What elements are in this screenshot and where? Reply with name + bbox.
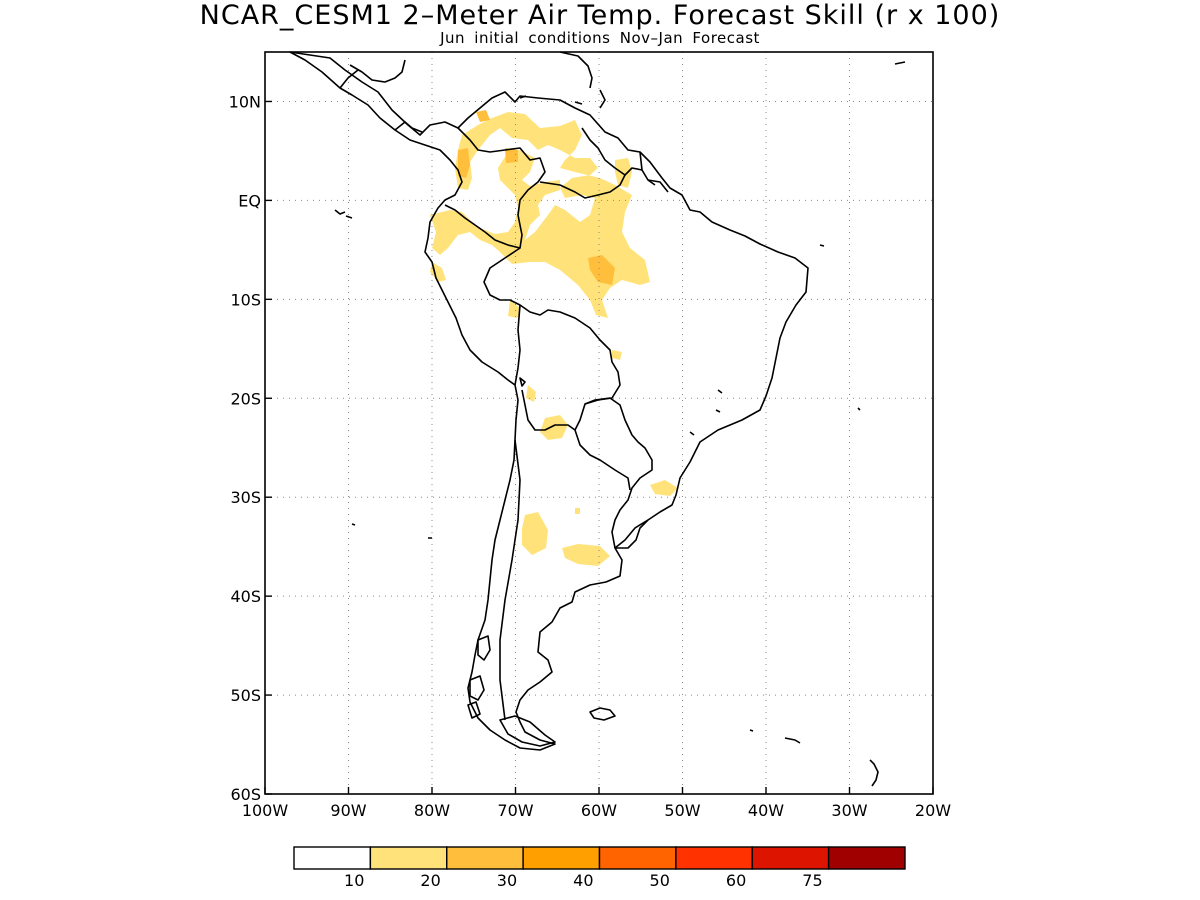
south-america-coastline [289,51,809,751]
lon-tick-label: 60W [581,801,617,820]
colorbar-bin [446,846,524,870]
skill-region-20-30 [505,148,518,163]
colorbar-bin [293,846,372,870]
lat-tick-label: 10N [229,92,261,111]
central-america-coastline [339,69,359,89]
lon-tick-label: 70W [497,801,533,820]
country-border [539,127,626,199]
colorbar-label: 60 [726,871,746,890]
atlantic-islet [894,61,906,65]
caribbean-island [574,101,583,105]
colorbar-label: 20 [420,871,440,890]
tierra-del-fuego [499,715,556,747]
coastline-layer [289,51,906,787]
skill-region-10-20 [540,415,568,440]
longitude-axis: 100W 90W 80W 70W 60W 50W 40W 30W 20W [242,787,951,820]
latitude-axis: 10N EQ 10S 20S 30S 40S 50S 60S [229,92,272,804]
country-border [514,304,521,386]
lake-outline [519,377,526,387]
map-subtitle: Jun initial conditions Nov–Jan Forecast [440,29,760,47]
country-border [574,429,631,491]
lat-tick-label: EQ [238,191,261,210]
galapagos-islands [334,209,353,219]
colorbar-label: 50 [650,871,670,890]
country-border [444,127,546,249]
colorbar: 10 20 30 40 50 60 75 [293,846,906,890]
skill-region-20-30 [588,255,615,285]
colorbar-bin [675,846,753,870]
country-border [647,179,669,193]
skill-region-10-20 [526,385,536,402]
atlantic-islet [351,523,754,732]
country-border [499,439,521,721]
skill-region-20-30 [476,110,490,122]
skill-region-20-30 [458,148,470,178]
central-america-coastline [349,59,406,83]
colorbar-bin [522,846,601,870]
country-border [639,151,643,171]
brazil-island [689,244,861,436]
country-border [614,519,649,549]
lon-tick-label: 80W [414,801,450,820]
south-georgia-island [784,737,801,744]
country-border [521,389,576,431]
skill-region-10-20 [508,300,520,318]
colorbar-label: 75 [802,871,822,890]
caribbean-island [519,95,527,99]
colorbar-bin [751,846,830,870]
central-america-coastline [394,121,423,133]
lat-tick-label: 20S [230,389,261,408]
colorbar-bin [598,846,677,870]
chilean-archipelago [467,635,491,719]
lon-tick-label: 30W [831,801,867,820]
map-gridlines [265,52,933,794]
skill-shading [430,110,678,566]
map-title: NCAR_CESM1 2–Meter Air Temp. Forecast Sk… [199,0,1001,31]
falkland-islands [589,707,616,721]
lon-tick-label: 20W [915,801,951,820]
lat-tick-label: 30S [230,488,261,507]
skill-region-10-20 [430,112,650,318]
lat-tick-label: 40S [230,587,261,606]
lat-tick-label: 50S [230,686,261,705]
lat-tick-label: 10S [230,290,261,309]
lat-tick-label: 60S [230,785,261,804]
lon-tick-label: 50W [664,801,700,820]
lon-tick-label: 90W [330,801,366,820]
colorbar-bin [369,846,448,870]
caribbean-island [559,51,593,89]
lon-tick-label: 40W [748,801,784,820]
skill-region-10-20 [562,544,610,566]
colorbar-label: 10 [344,871,364,890]
colorbar-label: 40 [573,871,593,890]
country-border [584,397,653,549]
skill-region-10-20 [522,512,548,555]
skill-region-10-20 [612,350,622,360]
atlantic-islet [869,759,879,787]
skill-region-10-20 [575,508,580,514]
skill-region-10-20 [650,480,678,496]
lon-tick-label: 100W [242,801,289,820]
colorbar-bin [827,846,906,870]
caribbean-island [599,89,606,109]
colorbar-label: 30 [497,871,517,890]
